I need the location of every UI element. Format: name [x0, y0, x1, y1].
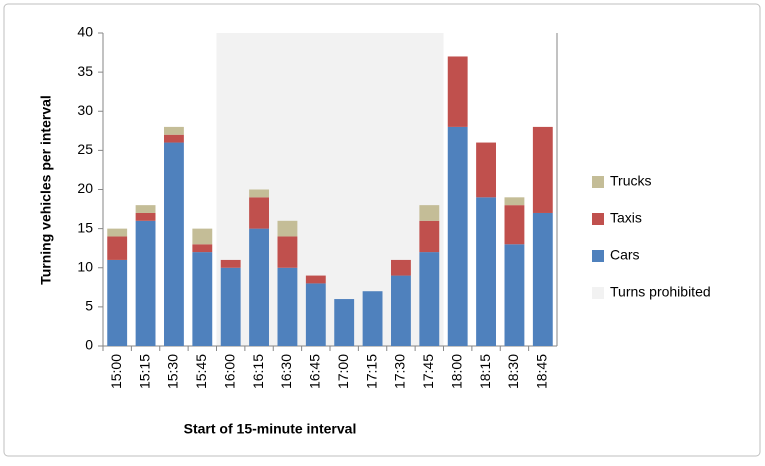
bar-segment: [447, 56, 468, 127]
bar-segment: [532, 126, 553, 213]
x-tick-label: 18:00: [448, 354, 464, 389]
y-tick-label: 15: [77, 219, 93, 235]
y-tick-label: 20: [77, 180, 93, 196]
bar-segment: [107, 228, 128, 237]
y-tick-label: 30: [77, 102, 93, 118]
x-tick-label: 16:15: [250, 354, 266, 389]
y-tick-label: 25: [77, 141, 93, 157]
bar-segment: [391, 275, 411, 346]
bar-segment: [220, 259, 241, 268]
legend-swatch: [592, 176, 604, 188]
bar-segment: [504, 197, 525, 206]
bar-segment: [419, 252, 440, 346]
x-tick-label: 16:30: [278, 354, 294, 389]
x-tick-label: 15:30: [165, 354, 181, 389]
bar-segment: [192, 252, 213, 346]
bar-segment: [305, 283, 326, 346]
bar-segment: [164, 142, 184, 346]
bar-segment: [362, 291, 383, 346]
bar-segment: [249, 228, 269, 346]
bar-segment: [277, 220, 298, 237]
legend-swatch: [592, 287, 604, 299]
bar-segment: [164, 134, 184, 143]
legend-label: Trucks: [610, 173, 651, 189]
bar-segment: [305, 275, 326, 284]
x-tick-label: 17:15: [363, 354, 379, 389]
bar-segment: [107, 259, 128, 346]
y-tick-label: 40: [77, 24, 93, 40]
bar-segment: [135, 220, 156, 346]
bar-segment: [249, 189, 269, 198]
bar-segment: [107, 236, 128, 260]
x-tick-label: 18:15: [477, 354, 493, 389]
bar-segment: [334, 299, 355, 346]
bar-segment: [532, 212, 553, 346]
bar-segment: [419, 205, 440, 221]
legend-label: Taxis: [610, 210, 642, 226]
bar-segment: [135, 212, 156, 221]
x-axis-title: Start of 15-minute interval: [184, 421, 357, 437]
bar-segment: [164, 126, 184, 135]
bar-segment: [476, 197, 496, 346]
y-tick-label: 0: [85, 337, 93, 353]
bar-segment: [192, 228, 213, 245]
x-tick-label: 15:45: [193, 354, 209, 389]
legend-swatch: [592, 213, 604, 225]
bar-segment: [391, 259, 411, 276]
legend-label: Cars: [610, 247, 640, 263]
y-tick-label: 5: [85, 298, 93, 314]
x-tick-label: 15:00: [108, 354, 124, 389]
x-tick-label: 18:45: [534, 354, 550, 389]
bar-segment: [476, 142, 496, 198]
x-tick-label: 17:30: [392, 354, 408, 389]
bar-segment: [277, 236, 298, 268]
bar-segment: [220, 267, 241, 346]
bar-segment: [419, 220, 440, 253]
y-tick-label: 10: [77, 258, 93, 274]
x-tick-label: 15:15: [136, 354, 152, 389]
x-tick-label: 16:00: [221, 354, 237, 389]
x-tick-label: 17:45: [420, 354, 436, 389]
x-tick-label: 16:45: [307, 354, 323, 389]
legend-label: Turns prohibited: [610, 284, 711, 300]
bar-segment: [135, 205, 156, 213]
bar-segment: [504, 205, 525, 245]
x-tick-label: 18:30: [505, 354, 521, 389]
bar-segment: [504, 244, 525, 346]
bar-segment: [192, 244, 213, 253]
y-axis-title: Turning vehicles per interval: [38, 95, 54, 285]
legend-swatch: [592, 250, 604, 262]
bar-segment: [249, 197, 269, 229]
x-tick-label: 17:00: [335, 354, 351, 389]
y-tick-label: 35: [77, 63, 93, 79]
bar-segment: [447, 126, 468, 347]
bar-segment: [277, 267, 298, 346]
